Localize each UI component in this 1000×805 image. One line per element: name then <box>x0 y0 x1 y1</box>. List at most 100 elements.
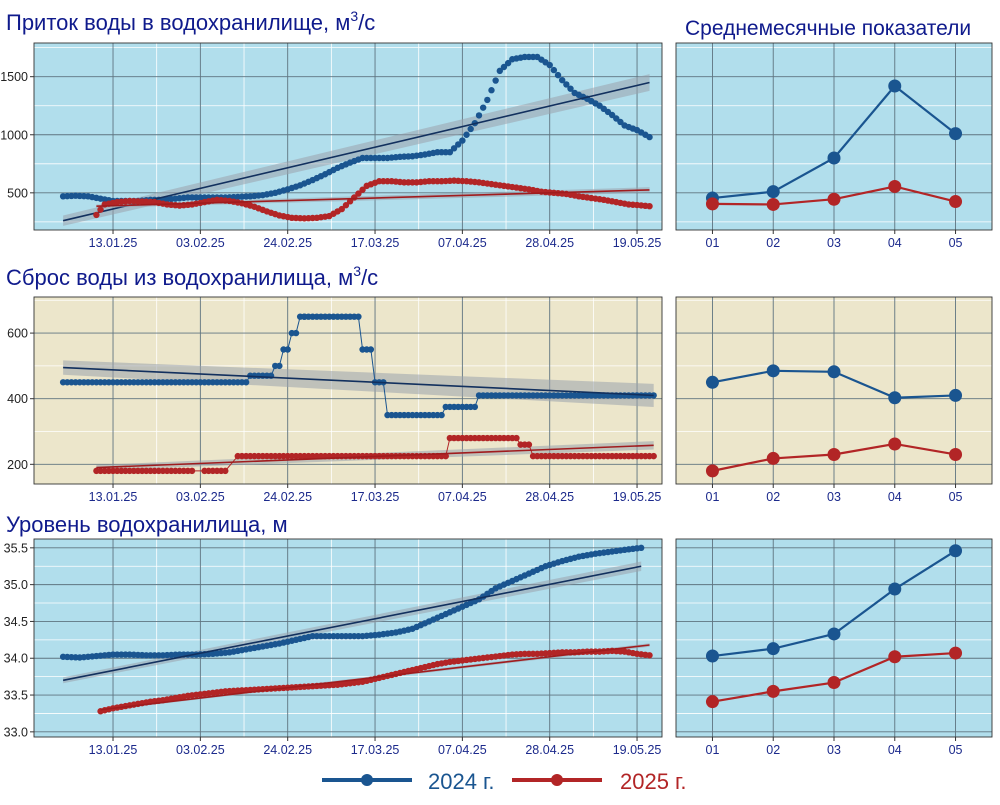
x-tick-label: 13.01.25 <box>89 236 138 250</box>
monthly-point <box>705 197 719 211</box>
x-tick-label: 01 <box>706 743 720 757</box>
monthly-point <box>949 544 963 558</box>
monthly-point <box>705 695 719 709</box>
data-point <box>292 329 300 337</box>
monthly-series-2025 <box>705 179 963 211</box>
monthly-point <box>766 642 780 656</box>
y-tick-label: 34.0 <box>4 652 28 666</box>
data-point <box>504 59 512 67</box>
monthly-series-2024 <box>705 79 963 205</box>
title-inflow: Приток воды в водохранилище, м3/с <box>6 8 375 35</box>
x-tick-label: 03.02.25 <box>176 236 225 250</box>
data-point <box>346 198 354 205</box>
monthly-series-2025 <box>705 437 963 478</box>
series-2025 <box>93 434 657 475</box>
x-tick-label: 02 <box>766 743 780 757</box>
monthly-point <box>888 391 902 405</box>
data-point <box>496 67 504 75</box>
data-point <box>550 66 558 74</box>
data-point <box>93 211 100 219</box>
x-tick-label: 24.02.25 <box>263 743 312 757</box>
data-point <box>455 141 462 148</box>
data-point <box>546 61 553 69</box>
series-2024 <box>59 53 653 226</box>
series-2025 <box>93 177 653 222</box>
monthly-point <box>766 197 780 211</box>
x-tick-label: 03 <box>827 236 841 250</box>
data-point <box>650 452 657 460</box>
x-tick-label: 19.05.25 <box>613 490 662 504</box>
trend-line <box>62 81 650 222</box>
data-point <box>97 206 104 213</box>
monthly-point <box>949 646 963 660</box>
data-point <box>463 131 470 138</box>
y-tick-label: 35.0 <box>4 578 28 592</box>
panel-level: 13.01.25 03.02.25 24.02.25 17.03.25 07.04.25… <box>4 538 663 757</box>
monthly-point <box>827 447 841 461</box>
monthly-point <box>705 649 719 663</box>
monthly-point <box>827 676 841 690</box>
data-point <box>484 96 491 104</box>
data-point <box>367 346 375 353</box>
x-tick-label: 24.02.25 <box>263 236 312 250</box>
data-point <box>475 112 483 119</box>
x-tick-label: 02 <box>766 490 780 504</box>
y-tick-label: 35.5 <box>4 541 28 555</box>
data-point <box>459 137 466 144</box>
series-2025 <box>97 643 653 715</box>
data-point <box>554 71 562 79</box>
x-tick-label: 17.03.25 <box>351 490 400 504</box>
monthly-point <box>827 192 841 206</box>
data-point <box>513 434 520 442</box>
title-outflow: Сброс воды из водохранилища, м3/с <box>6 263 378 290</box>
trend-line <box>62 565 642 682</box>
data-point <box>338 205 345 213</box>
panel-inflow: 13.01.25 03.02.25 24.02.25 17.03.25 07.04.25… <box>0 42 663 250</box>
x-tick-label: 19.05.25 <box>613 743 662 757</box>
data-point <box>355 313 362 320</box>
legend-marker-2024 <box>361 774 373 786</box>
title-monthly: Среднемесячные показатели <box>685 17 971 40</box>
data-point <box>342 202 350 209</box>
x-tick-label: 01 <box>706 490 720 504</box>
monthly-point <box>888 79 902 93</box>
x-tick-label: 02 <box>766 236 780 250</box>
data-point <box>242 379 250 386</box>
series-2024 <box>59 544 645 684</box>
panel-outflow: 13.01.25 03.02.25 24.02.25 17.03.25 07.04.25… <box>7 296 663 504</box>
data-point <box>450 145 458 152</box>
monthly-point <box>888 650 902 664</box>
trend-line <box>63 366 654 397</box>
legend-label-2024: 2024 г. <box>428 769 495 794</box>
monthly-point <box>766 364 780 378</box>
data-point <box>488 87 495 94</box>
x-tick-label: 17.03.25 <box>351 236 400 250</box>
x-tick-label: 04 <box>888 743 902 757</box>
title-level: Уровень водохранилища, м <box>6 512 288 537</box>
x-tick-label: 05 <box>949 743 963 757</box>
monthly-series-2025 <box>705 646 963 709</box>
x-tick-label: 05 <box>949 236 963 250</box>
monthly-point <box>827 151 841 165</box>
x-tick-label: 03 <box>827 490 841 504</box>
x-tick-label: 03 <box>827 743 841 757</box>
plot-border <box>33 42 663 231</box>
data-point <box>525 441 533 448</box>
data-point <box>446 148 454 156</box>
y-tick-label: 33.5 <box>4 689 28 703</box>
x-tick-label: 28.04.25 <box>525 490 574 504</box>
monthly-point <box>949 195 963 209</box>
x-tick-label: 13.01.25 <box>89 743 138 757</box>
monthly-point <box>766 684 780 698</box>
panel-outflow_monthly: 01 02 03 04 05 <box>675 296 993 504</box>
data-point <box>500 63 508 71</box>
legend: 2024 г. 2025 г. <box>322 769 687 794</box>
x-tick-label: 03.02.25 <box>176 490 225 504</box>
monthly-point <box>949 127 963 141</box>
data-point <box>646 202 653 210</box>
x-tick-label: 04 <box>888 490 902 504</box>
x-tick-label: 07.04.25 <box>438 236 487 250</box>
legend-marker-2025 <box>551 774 563 786</box>
monthly-point <box>705 375 719 389</box>
